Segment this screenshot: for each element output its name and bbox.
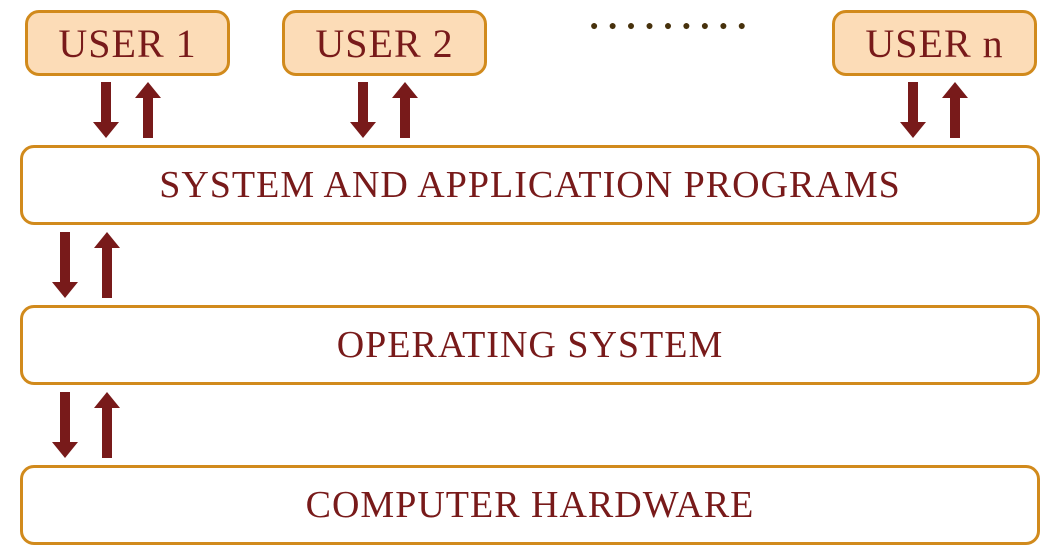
arrows [0,0,1061,560]
